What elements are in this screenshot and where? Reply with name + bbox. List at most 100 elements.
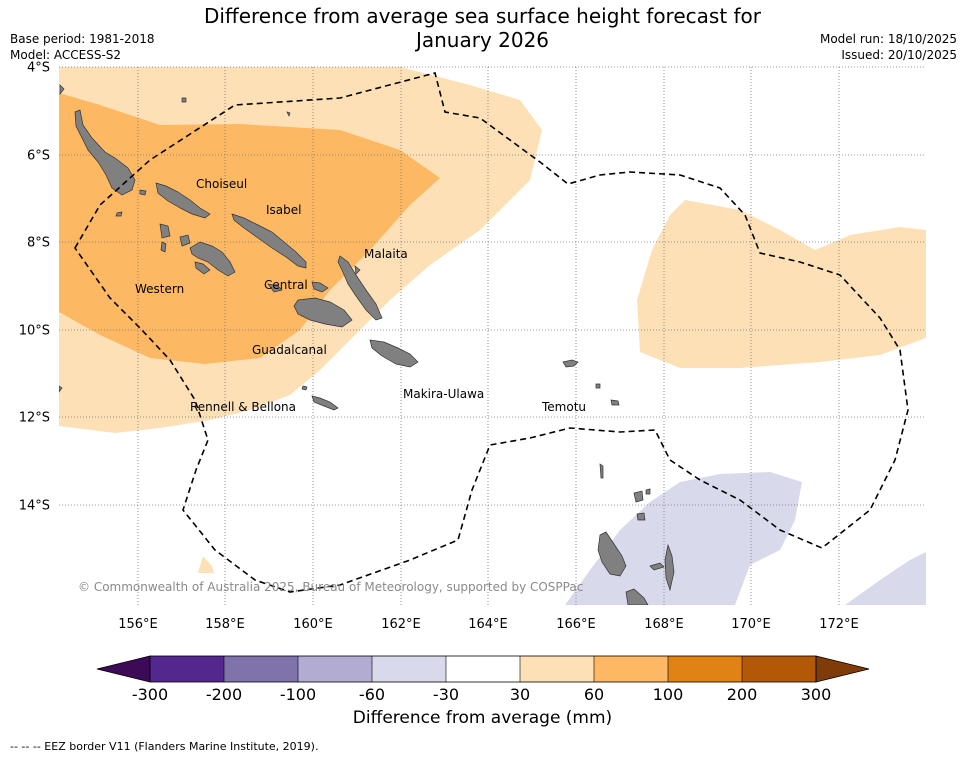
lon-label-160e: 160°E — [293, 617, 333, 632]
island-vella — [159, 223, 171, 239]
eez-footnote: -- -- -- EEZ border V11 (Flanders Marine… — [10, 740, 319, 753]
island-small-malaita — [354, 265, 361, 275]
island-vangunu — [194, 261, 211, 275]
model-text: Model: ACCESS-S2 — [10, 48, 122, 62]
island-gaua — [633, 490, 644, 503]
lon-label-164e: 164°E — [468, 617, 508, 632]
island-espiritu-santo — [597, 531, 627, 577]
colorbar-bin-5 — [446, 656, 520, 682]
region-label-rennell-bellona: Rennell & Bellona — [190, 400, 296, 414]
lat-label-4s: 4°S — [27, 61, 50, 76]
colorbar-bin-4 — [372, 656, 446, 682]
island-small-choiseul — [139, 189, 147, 196]
lat-label-14s: 14°S — [19, 499, 50, 514]
island-small-2 — [181, 97, 187, 103]
colorbar-tick-neg60: -60 — [359, 685, 385, 704]
island-small-1 — [636, 512, 646, 521]
anomaly-zone-neg-30-60-se — [845, 552, 926, 605]
island-shortland — [115, 211, 123, 217]
region-label-guadalcanal: Guadalcanal — [252, 343, 327, 357]
colorbar-tick-neg300: -300 — [132, 685, 168, 704]
colorbar-tick-30: 30 — [510, 685, 530, 704]
colorbar-bin-6 — [520, 656, 594, 682]
colorbar-extend-high — [815, 655, 870, 683]
island-makira — [369, 339, 419, 368]
island-vanikoro — [610, 399, 620, 406]
island-isabel — [231, 213, 307, 269]
anomaly-zone-30-60-east — [637, 200, 926, 368]
land-masses — [59, 84, 675, 605]
colorbar-frame — [149, 655, 817, 683]
colorbar-ticks: -300 -200 -100 -60 -30 30 60 100 200 300 — [132, 685, 831, 704]
island-choiseul — [155, 182, 211, 219]
model-run-text: Model run: 18/10/2025 — [819, 32, 957, 46]
island-malekula — [625, 588, 649, 605]
island-new-georgia — [189, 241, 236, 277]
colorbar-bin-7 — [594, 656, 668, 682]
map-title-line1: Difference from average sea surface heig… — [203, 4, 762, 28]
island-malaita — [337, 255, 383, 321]
island-russell — [267, 283, 283, 293]
colorbar-tick-60: 60 — [584, 685, 604, 704]
base-period-text: Base period: 1981-2018 — [10, 32, 155, 46]
island-utupua — [595, 383, 601, 389]
region-label-makira-ulawa: Makira-Ulawa — [403, 387, 484, 401]
colorbar-tick-300: 300 — [801, 685, 832, 704]
lat-label-8s: 8°S — [27, 236, 50, 251]
colorbar-bin-1 — [150, 656, 224, 682]
lon-label-162e: 162°E — [381, 617, 421, 632]
island-small-4 — [286, 111, 291, 117]
anomaly-field — [59, 67, 926, 605]
lon-labels: 156°E 158°E 160°E 162°E 164°E 166°E 168°… — [118, 617, 859, 632]
colorbar-tick-100: 100 — [653, 685, 684, 704]
eez-border — [74, 72, 909, 593]
colorbar-tick-neg100: -100 — [280, 685, 316, 704]
island-torres — [599, 463, 604, 479]
region-label-western: Western — [135, 282, 184, 296]
colorbar-title: Difference from average (mm) — [352, 708, 613, 728]
meta-left: Base period: 1981-2018 Model: ACCESS-S2 — [10, 31, 155, 63]
colorbar-tick-200: 200 — [727, 685, 758, 704]
lon-label-170e: 170°E — [731, 617, 771, 632]
lat-labels: 4°S 6°S 8°S 10°S 12°S 14°S — [19, 61, 50, 514]
colorbar-bin-3 — [298, 656, 372, 682]
region-label-malaita: Malaita — [364, 247, 408, 261]
island-ranongga — [160, 241, 167, 253]
graticule — [59, 66, 926, 605]
region-label-central: Central — [264, 278, 308, 292]
colorbar-dividers — [223, 656, 743, 682]
meta-right: Model run: 18/10/2025 Issued: 20/10/2025 — [820, 31, 957, 63]
region-label-temotu: Temotu — [541, 400, 586, 414]
lon-label-156e: 156°E — [118, 617, 158, 632]
island-maewo — [664, 543, 675, 592]
island-vanua-lava — [645, 488, 651, 495]
lat-label-12s: 12°S — [19, 411, 50, 426]
colorbar-tick-neg30: -30 — [433, 685, 459, 704]
colorbar-bin-2 — [224, 656, 298, 682]
region-label-isabel: Isabel — [266, 203, 301, 217]
lat-label-6s: 6°S — [27, 149, 50, 164]
region-label-choiseul: Choiseul — [196, 177, 247, 191]
lon-label-158e: 158°E — [205, 617, 245, 632]
island-bougainville — [74, 109, 136, 196]
island-ndeni — [562, 359, 579, 368]
island-nggela — [311, 281, 329, 293]
lat-label-10s: 10°S — [19, 324, 50, 339]
lon-label-166e: 166°E — [556, 617, 596, 632]
colorbar: -300 -200 -100 -60 -30 30 60 100 200 300 — [96, 655, 870, 704]
map-title-line2: January 2026 — [415, 28, 550, 52]
map-title: Difference from average sea surface heig… — [0, 4, 965, 52]
lon-label-168e: 168°E — [644, 617, 684, 632]
colorbar-tick-neg200: -200 — [206, 685, 242, 704]
colorbar-extend-low — [96, 655, 151, 683]
island-buka — [59, 84, 65, 95]
island-kolombangara — [179, 234, 191, 247]
island-small-3 — [59, 385, 63, 393]
colorbar-bin-9 — [742, 656, 816, 682]
island-ambae — [649, 562, 665, 571]
lon-label-172e: 172°E — [819, 617, 859, 632]
issued-text: Issued: 20/10/2025 — [841, 48, 957, 62]
island-bellona — [301, 385, 308, 391]
island-guadalcanal — [293, 297, 353, 328]
